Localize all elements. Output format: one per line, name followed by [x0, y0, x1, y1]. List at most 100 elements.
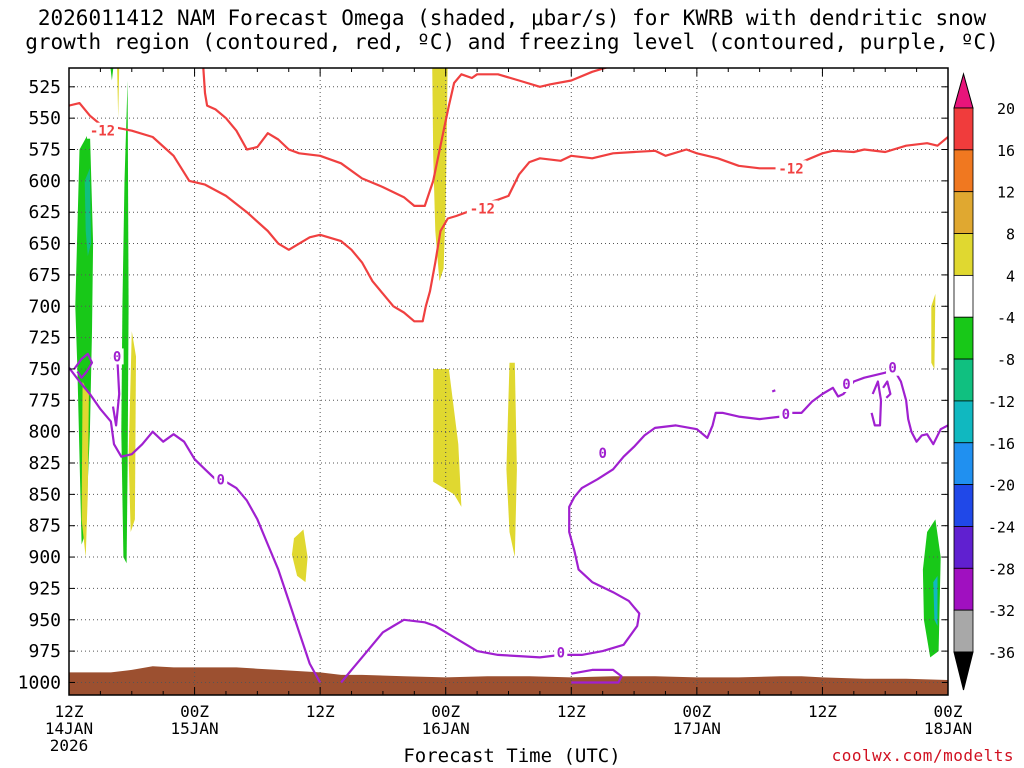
colorbar-label: -8 [997, 351, 1015, 369]
x-tick-label: 14JAN [45, 719, 93, 738]
contour-label-bg [596, 444, 610, 461]
colorbar-label: -12 [988, 393, 1015, 411]
x-tick-label: 17JAN [673, 719, 721, 738]
chart-title-line-1: 2026011412 NAM Forecast Omega (shaded, μ… [37, 6, 987, 30]
y-tick-label: 975 [28, 641, 61, 662]
colorbar-label: -36 [988, 644, 1015, 662]
freezing-level-contour-7 [771, 389, 776, 393]
contour-label: 0 [782, 407, 790, 423]
x-tick-label: 12Z [808, 702, 837, 721]
x-tick-label: 00Z [180, 702, 209, 721]
colorbar-label: -28 [988, 560, 1015, 578]
y-tick-label: 875 [28, 516, 61, 537]
colorbar-label: 20 [997, 100, 1015, 118]
x-axis-title: Forecast Time (UTC) [403, 745, 621, 767]
contour-label: 0 [217, 472, 225, 488]
colorbar-label: -24 [988, 518, 1015, 536]
dgz-contour-1 [202, 68, 609, 207]
y-tick-label: 950 [28, 610, 61, 631]
colorbar-bin [953, 191, 974, 234]
omega-teal-2 [933, 575, 938, 626]
colorbar-label: 8 [1006, 226, 1015, 244]
plot-frame [68, 67, 949, 696]
y-tick-label: 1000 [18, 672, 61, 693]
contour-label-bg [839, 376, 853, 393]
omega-green-3 [110, 68, 114, 81]
dgz-contour-0 [69, 101, 948, 323]
colorbar-label: 16 [997, 142, 1015, 160]
contour-label: 0 [888, 361, 896, 377]
y-tick-label: 525 [28, 77, 61, 98]
plot-area: -12 -12 -12 0 0 0 0 0 0 0 [69, 68, 948, 695]
y-tick-label: 650 [28, 234, 61, 255]
y-tick-label: 750 [28, 359, 61, 380]
y-tick-label: 925 [28, 578, 61, 599]
x-tick-label: 00Z [431, 702, 460, 721]
x-tick-label: 00Z [682, 702, 711, 721]
contour-label-bg [554, 644, 568, 661]
colorbar-bin [953, 400, 974, 444]
colorbar-bin [953, 484, 974, 527]
x-tick-label: 00Z [934, 702, 963, 721]
contour-label-bg [110, 348, 124, 365]
y-tick-label: 550 [28, 108, 61, 129]
x-tick-label: 12Z [557, 702, 586, 721]
y-tick-label: 675 [28, 265, 61, 286]
x-tick-label: 18JAN [924, 719, 972, 738]
omega-yellow-8 [931, 293, 936, 369]
omega-teal-1 [84, 168, 91, 257]
x-tick-label: 12Z [306, 702, 335, 721]
colorbar-bin [953, 316, 974, 360]
contour-label-bg [466, 200, 498, 217]
x-tick-label: 16JAN [422, 719, 470, 738]
y-tick-label: 900 [28, 547, 61, 568]
colorbar-bin [953, 274, 974, 318]
colorbar-bin [953, 526, 974, 569]
y-tick-label: 700 [28, 296, 61, 317]
x-tick-label: 12Z [55, 702, 84, 721]
omega-green-2 [121, 80, 129, 564]
y-tick-label: 800 [28, 422, 61, 443]
omega-yellow-2 [128, 331, 136, 532]
chart-title-line-2: growth region (contoured, red, ºC) and f… [25, 30, 999, 54]
contour-label-bg [886, 359, 900, 376]
omega-yellow-3 [117, 68, 120, 119]
colorbar-label: -16 [988, 435, 1015, 453]
omega-yellow-1 [81, 381, 89, 558]
contour-label-bg [214, 471, 228, 488]
contour-label: 0 [557, 645, 565, 661]
omega-yellow-7 [291, 529, 308, 583]
colorbar-top-arrow [953, 72, 974, 109]
omega-yellow-6 [506, 362, 517, 558]
x-tick-label: 2026 [50, 736, 89, 755]
colorbar-bin [953, 233, 974, 276]
freezing-level-contour-4 [73, 352, 94, 379]
y-tick-label: 600 [28, 171, 61, 192]
contour-label: 0 [113, 349, 121, 365]
contour-label-bg [775, 160, 807, 177]
freezing-level-contour-2 [69, 367, 322, 684]
freezing-level-contour-8 [870, 380, 883, 427]
colorbar-label: -4 [997, 309, 1015, 327]
terrain-fill [69, 666, 948, 695]
colorbar-label: -32 [988, 602, 1015, 620]
colorbar-label: 4 [1006, 267, 1015, 285]
colorbar-label: 12 [997, 184, 1015, 202]
colorbar-bin [953, 358, 974, 402]
y-tick-label: 825 [28, 453, 61, 474]
y-tick-label: 575 [28, 140, 61, 161]
y-tick-label: 850 [28, 484, 61, 505]
colorbar-bin [953, 149, 974, 193]
colorbar-label: -20 [988, 477, 1015, 495]
contour-label: -12 [778, 161, 803, 177]
colorbar-bin [953, 609, 974, 653]
contour-label: 0 [598, 446, 606, 462]
omega-yellow-4 [432, 68, 448, 282]
y-tick-label: 725 [28, 328, 61, 349]
y-tick-label: 625 [28, 202, 61, 223]
source-credit[interactable]: coolwx.com/modelts [831, 746, 1014, 765]
colorbar-bin [953, 442, 974, 486]
contour-label-bg [86, 122, 118, 139]
colorbar-bin [953, 107, 974, 151]
